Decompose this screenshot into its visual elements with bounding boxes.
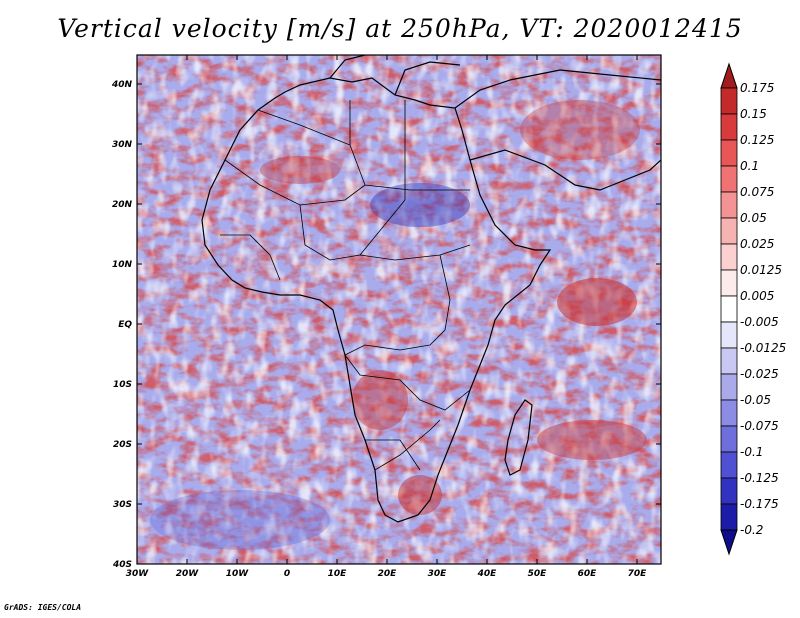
colorbar-swatch <box>720 139 738 167</box>
lat-label-eq: EQ <box>118 320 132 330</box>
colorbar-label: 0.005 <box>740 289 774 303</box>
colorbar-label: -0.2 <box>740 523 763 537</box>
lon-label-20w: 20W <box>176 569 200 579</box>
lat-label-10n: 10N <box>112 260 133 270</box>
colorbar-swatch <box>720 269 738 297</box>
colorbar-swatch <box>720 477 738 505</box>
colorbar-label: -0.0125 <box>740 341 786 355</box>
colorbar-swatch <box>720 373 738 401</box>
lat-label-30s: 30S <box>113 500 132 510</box>
lon-label-10e: 10E <box>328 569 348 579</box>
lon-label-20e: 20E <box>378 569 398 579</box>
colorbar-swatch <box>720 451 738 479</box>
colorbar-swatch <box>720 347 738 375</box>
colorbar-label: 0.1 <box>740 159 759 173</box>
colorbar-label: 0.0125 <box>740 263 782 277</box>
colorbar-label: 0.15 <box>740 107 767 121</box>
colorbar-swatch <box>720 217 738 245</box>
colorbar-swatch <box>720 425 738 453</box>
map-title: Vertical velocity [m/s] at 250hPa, VT: 2… <box>57 14 743 43</box>
colorbar-label: -0.05 <box>740 393 771 407</box>
lat-axis <box>137 83 661 505</box>
grads-credit: GrADS: IGES/COLA <box>4 603 82 612</box>
colorbar-label: -0.025 <box>740 367 779 381</box>
colorbar: 0.175 0.15 0.125 0.1 0.075 0.05 0.025 0.0125 0.0… <box>720 62 786 556</box>
colorbar-swatch <box>720 113 738 141</box>
lat-label-40s: 40S <box>112 560 132 570</box>
colorbar-label: -0.175 <box>740 497 779 511</box>
colorbar-label: 0.175 <box>740 81 774 95</box>
vertical-velocity-field <box>137 55 661 564</box>
colorbar-bottom-arrow <box>720 529 738 556</box>
lon-axis <box>186 55 638 564</box>
lon-label-40e: 40E <box>477 569 498 579</box>
lon-label-0: 0 <box>284 569 290 579</box>
colorbar-swatch <box>720 165 738 193</box>
colorbar-swatch <box>720 191 738 219</box>
colorbar-label: 0.125 <box>740 133 774 147</box>
lon-label-30e: 30E <box>428 569 448 579</box>
lat-label-20n: 20N <box>112 200 133 210</box>
colorbar-swatch <box>720 87 738 115</box>
coastlines <box>201 55 661 523</box>
colorbar-label: -0.075 <box>740 419 779 433</box>
colorbar-label: 0.025 <box>740 237 774 251</box>
colorbar-label: -0.125 <box>740 471 779 485</box>
colorbar-label: -0.1 <box>740 445 763 459</box>
lat-label-40n: 40N <box>111 80 133 90</box>
lon-label-50e: 50E <box>528 569 548 579</box>
colorbar-label: 0.05 <box>740 211 767 225</box>
colorbar-top-arrow <box>720 62 738 89</box>
lon-label-10w: 10W <box>226 569 250 579</box>
colorbar-swatch <box>720 243 738 271</box>
lat-label-20s: 20S <box>113 440 132 450</box>
colorbar-swatch <box>720 399 738 427</box>
colorbar-swatch <box>720 503 738 531</box>
lon-label-60e: 60E <box>578 569 598 579</box>
country-borders <box>220 100 471 471</box>
colorbar-label: -0.005 <box>740 315 779 329</box>
lat-label-30n: 30N <box>112 140 133 150</box>
map-frame <box>136 54 662 565</box>
lat-label-10s: 10S <box>113 380 132 390</box>
colorbar-label: 0.075 <box>740 185 774 199</box>
colorbar-swatch <box>720 321 738 349</box>
lon-label-30w: 30W <box>126 569 150 579</box>
lon-label-70e: 70E <box>628 569 648 579</box>
colorbar-swatch <box>720 295 738 323</box>
